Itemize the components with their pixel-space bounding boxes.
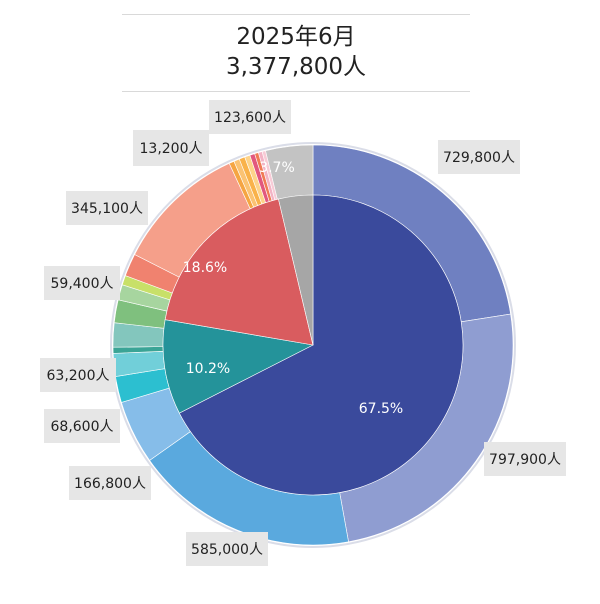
callout-label: 345,100人 <box>71 201 143 217</box>
callout-label: 166,800人 <box>74 476 146 492</box>
callout-label: 123,600人 <box>214 110 286 126</box>
callout-0: 729,800人 <box>438 140 520 174</box>
callout-3: 166,800人 <box>69 466 151 500</box>
callout-label: 68,600人 <box>51 419 114 435</box>
inner-pct-label-0: 67.5% <box>359 401 403 417</box>
callout-box <box>44 266 120 300</box>
callout-11: 59,400人 <box>44 266 120 300</box>
inner-slice-1 <box>162 319 314 414</box>
inner-slice-3 <box>278 194 314 346</box>
inner-slice-0 <box>178 194 464 496</box>
callout-label: 585,000人 <box>191 542 263 558</box>
callout-label: 59,400人 <box>51 276 114 292</box>
callout-box <box>40 358 116 392</box>
callout-box <box>69 466 151 500</box>
callout-label: 729,800人 <box>443 150 515 166</box>
inner-pct-label-1: 10.2% <box>186 361 230 377</box>
callout-box <box>186 532 268 566</box>
inner-pct-label-3: 3.7% <box>259 160 295 176</box>
inner-slice-2 <box>164 198 314 346</box>
callout-1: 797,900人 <box>484 442 566 476</box>
callout-label: 13,200人 <box>140 141 203 157</box>
callout-label: 797,900人 <box>489 452 561 468</box>
callout-box <box>133 130 209 166</box>
callout-box <box>484 442 566 476</box>
callout-2: 585,000人 <box>186 532 268 566</box>
chart-title: 2025年6月 <box>236 24 356 50</box>
inner-pct-label-2: 18.6% <box>183 260 227 276</box>
callout-21: 123,600人 <box>209 100 291 134</box>
callout-box <box>66 191 148 225</box>
callout-13: 13,200人 <box>133 130 209 166</box>
chart-outline <box>110 142 516 548</box>
callout-box <box>44 409 120 443</box>
callout-box <box>438 140 520 174</box>
callout-12: 345,100人 <box>66 191 148 225</box>
callout-7: 63,200人 <box>40 358 116 392</box>
callout-label: 63,200人 <box>47 368 110 384</box>
chart-title-block: 2025年6月 3,377,800人 <box>122 14 470 92</box>
callout-4: 68,600人 <box>44 409 120 443</box>
callout-box <box>209 100 291 134</box>
chart-subtitle: 3,377,800人 <box>225 54 367 80</box>
